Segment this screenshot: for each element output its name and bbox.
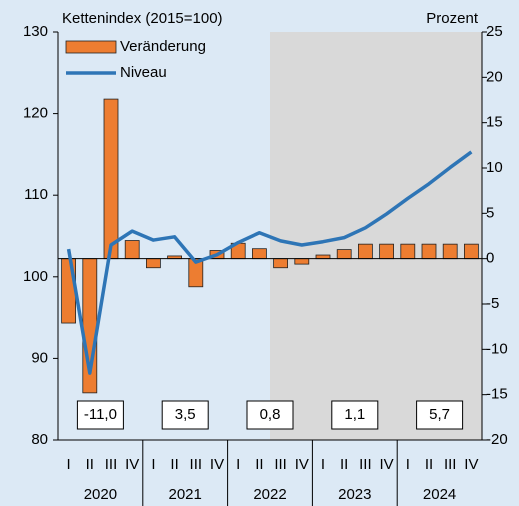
year-label: 2020 <box>84 486 117 503</box>
y2-tick-label: 25 <box>486 23 503 40</box>
y-axis-label: Kettenindex (2015=100) <box>62 10 223 27</box>
x-tick-label: III <box>190 456 203 473</box>
y-tick-label: 130 <box>23 23 48 40</box>
x-tick-label: I <box>321 456 325 473</box>
y2-tick-label: 15 <box>486 114 503 131</box>
bar <box>336 249 352 260</box>
x-tick-label: IV <box>380 456 394 473</box>
annotation-box <box>161 400 209 430</box>
x-tick-label: I <box>236 456 240 473</box>
legend-label: Veränderung <box>120 38 206 55</box>
y2-tick-label: 10 <box>486 159 503 176</box>
annotation: -11,0 <box>84 406 117 423</box>
legend-swatch <box>65 40 117 54</box>
x-tick-label: IV <box>295 456 309 473</box>
x-tick-label: I <box>406 456 410 473</box>
annotation: 1,1 <box>344 406 365 423</box>
bar <box>442 243 458 260</box>
x-tick-label: IV <box>464 456 478 473</box>
x-tick-label: IV <box>125 456 139 473</box>
x-tick-label: II <box>86 456 94 473</box>
bar <box>400 243 416 260</box>
year-label: 2021 <box>169 486 202 503</box>
y2-tick-label: -20 <box>486 431 508 448</box>
y-tick-label: 90 <box>31 349 48 366</box>
bar <box>124 240 140 260</box>
year-label: 2022 <box>253 486 286 503</box>
x-tick-label: III <box>359 456 372 473</box>
y2-tick-label: -15 <box>486 386 508 403</box>
x-tick-label: II <box>255 456 263 473</box>
y2-tick-label: -10 <box>486 340 508 357</box>
x-tick-label: III <box>105 456 118 473</box>
x-tick-label: III <box>274 456 287 473</box>
annotation-box <box>246 400 294 430</box>
bar <box>252 248 267 260</box>
y-tick-label: 80 <box>31 431 48 448</box>
bar <box>146 258 161 269</box>
legend-label: Niveau <box>120 64 167 81</box>
bar <box>358 243 373 260</box>
bar <box>273 258 288 269</box>
x-tick-label: I <box>67 456 71 473</box>
y2-axis-label: Prozent <box>426 10 479 27</box>
x-tick-label: II <box>340 456 348 473</box>
annotation: 0,8 <box>260 406 281 423</box>
y2-tick-label: -5 <box>486 295 499 312</box>
bar <box>103 98 119 260</box>
x-tick-label: IV <box>210 456 224 473</box>
annotation: 5,7 <box>429 406 450 423</box>
bar <box>315 254 331 260</box>
bar <box>379 243 394 260</box>
bar <box>294 258 310 265</box>
y-tick-label: 120 <box>23 105 48 122</box>
y-tick-label: 100 <box>23 268 48 285</box>
bar <box>464 243 479 260</box>
annotation-box <box>331 400 379 430</box>
forecast-shade <box>270 32 482 440</box>
line <box>66 150 473 375</box>
bar <box>421 243 437 260</box>
y2-tick-label: 0 <box>486 250 494 267</box>
x-tick-label: II <box>170 456 178 473</box>
year-label: 2024 <box>423 486 456 503</box>
year-label: 2023 <box>338 486 371 503</box>
annotation-box <box>76 400 124 430</box>
annotation-box <box>416 400 464 430</box>
y2-tick-label: 5 <box>486 204 494 221</box>
x-tick-label: III <box>444 456 457 473</box>
y2-tick-label: 20 <box>486 68 503 85</box>
x-tick-label: II <box>425 456 433 473</box>
y-tick-label: 110 <box>24 186 48 203</box>
x-tick-label: I <box>151 456 155 473</box>
annotation: 3,5 <box>175 406 196 423</box>
